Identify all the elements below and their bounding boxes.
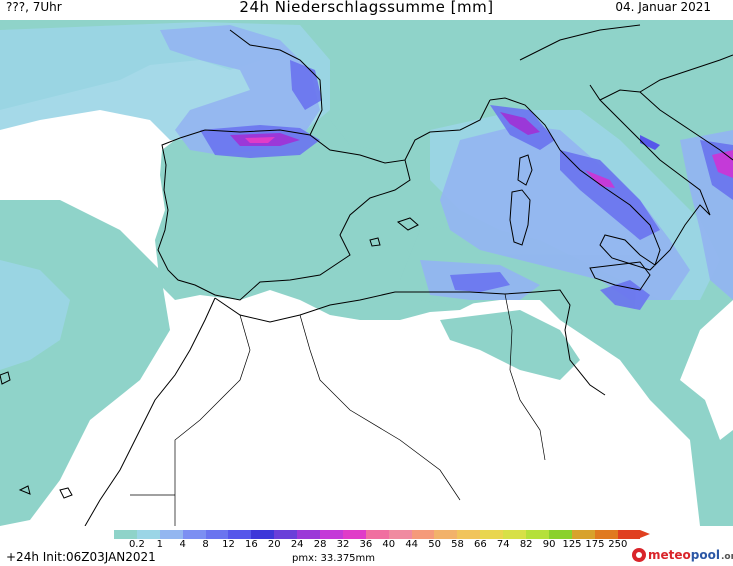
color-scale-tick-label: 32 — [336, 539, 350, 550]
pmx-value: pmx: 33.375mm — [292, 553, 376, 564]
color-scale-tick-label: 66 — [474, 539, 487, 550]
color-scale-tick-label: 24 — [290, 539, 304, 550]
color-scale-arrow — [640, 530, 651, 538]
color-scale-tick-label: 4 — [179, 539, 186, 550]
color-scale-segment — [434, 530, 458, 539]
color-scale-tick-label: 58 — [451, 539, 464, 550]
time-label: ???, 7Uhr — [6, 0, 62, 14]
color-scale-tick-label: 16 — [245, 539, 258, 550]
coastlines — [0, 24, 733, 526]
precipitation-map — [0, 20, 733, 526]
color-scale-segment — [228, 530, 252, 539]
color-scale-segment — [182, 530, 206, 539]
color-scale-tick-label: 74 — [496, 539, 510, 550]
map-title: 24h Niederschlagssumme [mm] — [239, 0, 494, 16]
header-bar: ???, 7Uhr 24h Niederschlagssumme [mm] 04… — [0, 0, 733, 20]
color-scale-segment — [617, 530, 641, 539]
color-scale-segment — [274, 530, 298, 539]
color-scale-segment — [548, 530, 572, 539]
color-scale-segment — [480, 530, 504, 539]
color-scale-segment — [205, 530, 229, 539]
color-scale-tick-label: 250 — [608, 539, 628, 550]
color-scale-segment — [503, 530, 527, 539]
color-scale-segment — [411, 530, 435, 539]
forecast-hour: +24h — [6, 550, 39, 564]
forecast-info: +24h Init:06Z03JAN2021 — [6, 550, 156, 564]
color-scale-segment — [320, 530, 343, 539]
color-scale-tick-label: 175 — [585, 539, 605, 550]
color-scale — [114, 530, 651, 539]
precip-dark-field — [200, 60, 733, 310]
color-scale-tick-label: 12 — [222, 539, 235, 550]
color-scale-tick-label: 1 — [156, 539, 163, 550]
precip-intense-cores — [230, 112, 733, 188]
color-scale-tick-label: 125 — [562, 539, 582, 550]
color-scale-segment — [342, 530, 366, 539]
color-scale-tick-label: 50 — [428, 539, 441, 550]
color-scale-tick-label: 20 — [267, 539, 281, 550]
legend-panel: 0.2 1 4 8 12 16 20 24 28 32 36 40 44 50 58 66 74 82 90 125 1… — [0, 526, 733, 566]
logo-text: meteopool.org — [648, 548, 733, 562]
color-scale-tick-label: 28 — [313, 539, 327, 550]
color-scale-segment — [526, 530, 549, 539]
color-scale-segment — [136, 530, 160, 539]
color-scale-tick-label: 0.2 — [128, 539, 145, 550]
meteopool-logo[interactable]: meteopool.org — [632, 546, 733, 564]
color-scale-segment — [297, 530, 321, 539]
color-scale-segment — [571, 530, 595, 539]
color-scale-segment — [114, 530, 137, 539]
meteopool-logo-icon — [632, 548, 646, 562]
color-scale-segment — [159, 530, 183, 539]
color-scale-segment — [594, 530, 618, 539]
color-scale-tick-label: 40 — [382, 539, 396, 550]
color-scale-tick-label: 90 — [542, 539, 556, 550]
color-scale-tick-label: 36 — [359, 539, 373, 550]
precip-medium-field — [160, 25, 733, 300]
color-scale-segment — [457, 530, 481, 539]
forecast-date: 04. Januar 2021 — [615, 0, 711, 14]
color-scale-tick-label: 82 — [519, 539, 533, 550]
color-scale-segment — [251, 530, 275, 539]
init-time: Init:06Z03JAN2021 — [42, 550, 156, 564]
color-scale-segment — [388, 530, 412, 539]
color-scale-ticks: 0.2 1 4 8 12 16 20 24 28 32 36 40 44 50 58 66 74 82 90 125 1… — [0, 539, 733, 553]
color-scale-tick-label: 8 — [202, 539, 209, 550]
color-scale-segment — [365, 530, 389, 539]
color-scale-tick-label: 44 — [405, 539, 419, 550]
